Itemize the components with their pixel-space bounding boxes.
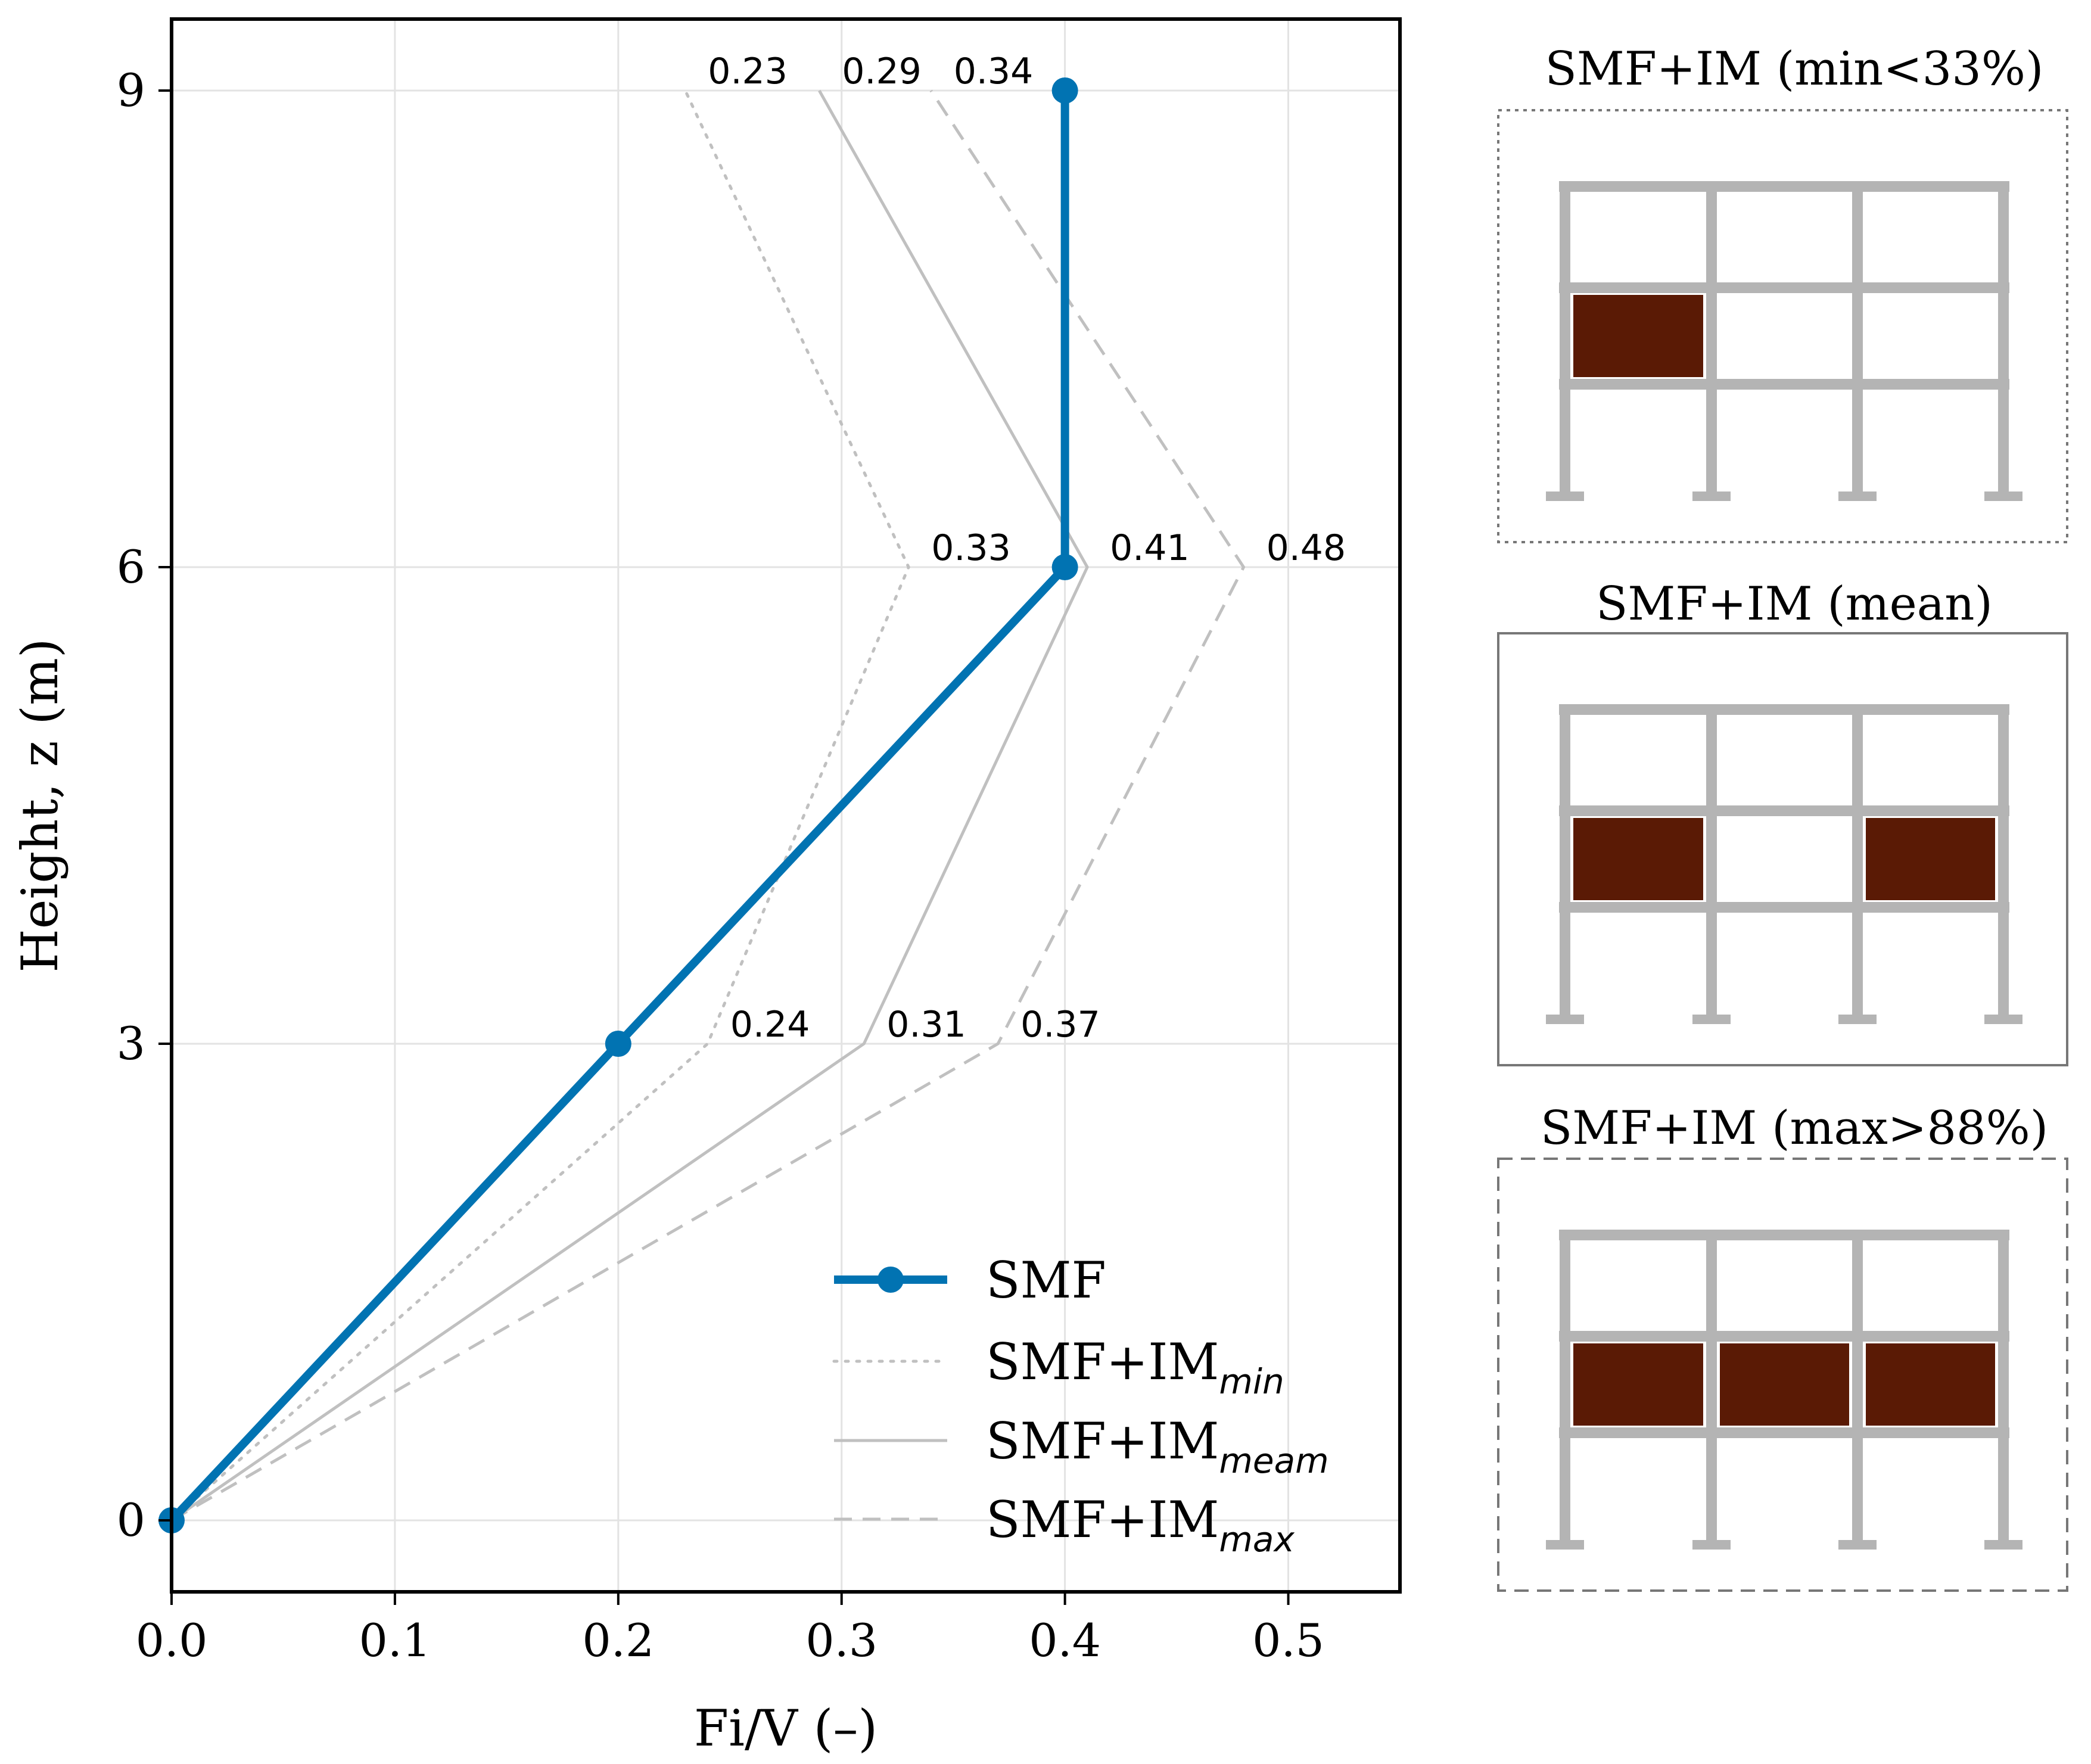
- x-tick-label: 0.3: [805, 1614, 878, 1667]
- legend-label: SMF+IMmax: [986, 1491, 1295, 1560]
- series-line-smf: [168, 91, 1069, 1523]
- data-label: 0.34: [954, 51, 1034, 92]
- smf-marker: [1051, 554, 1078, 580]
- y-axis-label: Height, z (m): [11, 638, 69, 972]
- data-label: 0.41: [1110, 527, 1190, 569]
- infill-panel: [1717, 1341, 1852, 1428]
- infill-panel: [1571, 293, 1706, 379]
- frame-panels: SMF+IM (min<33%) SMF+IM (mean) SMF+IM (max…: [1497, 42, 2068, 1592]
- data-label: 0.29: [842, 51, 922, 92]
- plot-frame: [170, 17, 1402, 1594]
- smf-marker: [605, 1031, 631, 1057]
- y-tick-label: 6: [117, 540, 145, 593]
- series-layer: [158, 77, 1246, 1533]
- x-axis-label: Fi/V (–): [694, 1699, 878, 1757]
- data-label: 0.48: [1267, 527, 1346, 569]
- legend-label-main: SMF+IM: [986, 1491, 1219, 1549]
- y-tick-label: 3: [117, 1017, 145, 1070]
- x-tick-label: 0.1: [359, 1614, 431, 1667]
- grid: [170, 19, 1400, 1592]
- panel-border: [1497, 1158, 2068, 1592]
- panel-border: [1497, 109, 2068, 543]
- tick-layer: 0.0 0.1 0.2 0.3 0.4 0.5 0 3 6 9: [117, 64, 1324, 1667]
- legend-label-main: SMF+IM: [986, 1412, 1219, 1470]
- legend-marker: [878, 1267, 904, 1293]
- legend-label-sub: min: [1219, 1361, 1284, 1402]
- data-label: 0.37: [1020, 1004, 1100, 1046]
- series-line-smf-immin: [170, 89, 910, 1522]
- data-label: 0.23: [708, 51, 788, 92]
- infill-panel: [1863, 816, 1997, 903]
- plot-area: [172, 19, 1400, 1592]
- legend-label-main: SMF+IM: [986, 1333, 1219, 1391]
- legend-label: SMF+IMmeam: [986, 1412, 1329, 1481]
- panel-title: SMF+IM (max>88%): [1541, 1102, 2048, 1155]
- x-tick-label: 0.2: [582, 1614, 654, 1667]
- data-label: 0.31: [886, 1004, 966, 1046]
- legend-label-sub: meam: [1219, 1441, 1328, 1481]
- y-tick-label: 9: [117, 64, 145, 117]
- data-label: 0.33: [931, 527, 1011, 569]
- series-line-smf-immax: [170, 89, 1246, 1522]
- y-tick-label: 0: [117, 1494, 145, 1547]
- panel-title: SMF+IM (min<33%): [1545, 42, 2044, 96]
- panel-title: SMF+IM (mean): [1596, 577, 1993, 631]
- smf-marker: [1051, 77, 1078, 104]
- x-tick-label: 0.5: [1252, 1614, 1324, 1667]
- x-tick-label: 0.4: [1029, 1614, 1101, 1667]
- panel-border: [1497, 632, 2068, 1066]
- legend-label: SMF+IMmin: [986, 1333, 1284, 1402]
- legend-label-sub: max: [1219, 1519, 1295, 1560]
- series-line-smf-immeam: [170, 89, 1089, 1522]
- infill-panel: [1571, 1341, 1706, 1428]
- infill-panel: [1863, 1341, 1997, 1428]
- x-tick-label: 0.0: [136, 1614, 208, 1667]
- data-label-layer: 0.24 0.33 0.23 0.31 0.41 0.29 0.37 0.48 0.34: [708, 51, 1346, 1046]
- infill-panel: [1571, 816, 1706, 903]
- legend-label-main: SMF: [986, 1251, 1106, 1309]
- legend-label: SMF: [986, 1251, 1106, 1309]
- data-label: 0.24: [730, 1004, 810, 1046]
